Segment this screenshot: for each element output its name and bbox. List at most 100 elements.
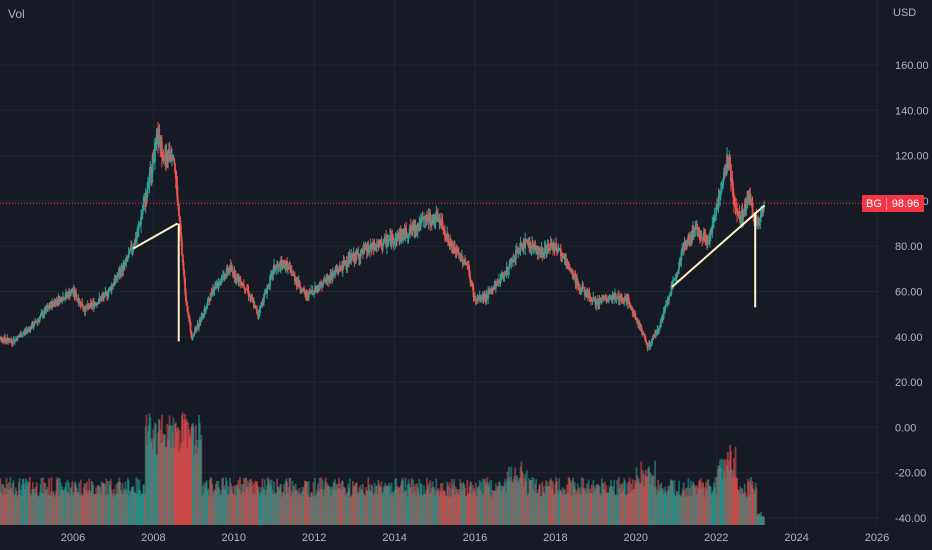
candle-body — [729, 164, 732, 182]
candle-body — [436, 213, 439, 221]
candle-body — [380, 239, 383, 247]
candle-body — [614, 293, 617, 299]
candle-body — [644, 335, 646, 341]
candle-body — [255, 306, 258, 309]
candle-body — [729, 157, 732, 165]
candle-body — [52, 301, 54, 304]
price-axis[interactable]: 160.00140.00120.00100.0080.0060.0040.002… — [895, 60, 929, 525]
candle-body — [651, 336, 654, 339]
candle-body — [451, 246, 454, 248]
candle-body — [147, 183, 150, 186]
candle-body — [358, 258, 361, 260]
candle-body — [746, 196, 749, 209]
candle-body — [567, 262, 570, 265]
volume-legend-label: Vol — [8, 7, 25, 21]
candle-body — [146, 189, 149, 198]
candle-body — [140, 214, 143, 218]
candle-body — [209, 292, 212, 301]
candle-body — [669, 294, 672, 296]
candle-body — [447, 233, 449, 239]
candle-body — [106, 294, 109, 297]
currency-label: USD — [893, 7, 917, 19]
candle-body — [672, 280, 674, 288]
price-tick-label: 40.00 — [895, 332, 923, 344]
candle-body — [147, 185, 149, 190]
candle-body — [396, 233, 399, 241]
candle-body — [154, 140, 157, 143]
candle-body — [198, 324, 200, 328]
candle-body — [218, 281, 221, 283]
candle-body — [280, 261, 282, 271]
candle-body — [378, 241, 381, 244]
volume-bar — [755, 487, 758, 525]
candle-body — [372, 248, 375, 250]
candle-body — [664, 306, 667, 312]
candle-body — [282, 261, 285, 268]
candle-body — [18, 336, 21, 338]
candle-body — [137, 229, 139, 236]
candle-body — [517, 253, 520, 255]
candle-body — [333, 270, 336, 273]
candle-body — [251, 297, 254, 300]
candle-body — [637, 320, 640, 325]
candle-body — [78, 302, 81, 304]
candle-body — [670, 285, 673, 295]
candle-body — [268, 285, 271, 287]
candle-body — [64, 297, 67, 300]
candle-body — [387, 240, 390, 244]
candle-body — [450, 243, 453, 247]
candle-body — [208, 300, 211, 302]
price-tick-label: 80.00 — [895, 241, 923, 253]
candle-body — [701, 237, 704, 240]
candle-body — [69, 293, 72, 297]
candle-body — [448, 243, 451, 245]
price-tick-label: 0.00 — [895, 422, 916, 434]
last-price-badge: BG 98.96 — [862, 195, 924, 212]
candle-body — [561, 253, 564, 260]
candle-body — [392, 242, 395, 244]
candle-body — [84, 306, 87, 313]
candle-body — [407, 235, 410, 237]
candle-body — [450, 241, 452, 244]
candle-body — [620, 299, 623, 301]
candle-body — [630, 305, 633, 310]
candle-body — [16, 336, 19, 341]
candle-body — [73, 289, 76, 296]
candle-body — [539, 252, 542, 255]
candle-body — [456, 247, 459, 251]
candle-body — [299, 287, 302, 290]
candle-body — [433, 214, 435, 224]
candle-body — [479, 295, 482, 301]
candle-body — [22, 332, 25, 334]
candle-body — [686, 240, 689, 246]
candle-body — [721, 186, 724, 189]
candle-body — [51, 301, 54, 308]
candle-body — [469, 276, 472, 284]
candle-body — [731, 178, 734, 187]
time-axis[interactable]: 2006 2008 2010 2012 2014 2016 2018 2020 2022 2024… — [61, 532, 889, 544]
candle-body — [239, 278, 241, 281]
candle-body — [640, 324, 643, 330]
candle-body — [203, 308, 206, 316]
candle-body — [45, 307, 47, 313]
candle-body — [327, 276, 330, 282]
candle-body — [719, 192, 721, 197]
candle-body — [719, 191, 722, 193]
candle-body — [618, 298, 621, 302]
candle-body — [659, 322, 662, 328]
candle-body — [677, 269, 680, 273]
volume-bars — [0, 412, 766, 525]
candle-body — [239, 280, 242, 286]
candle-body — [468, 270, 471, 277]
candle-body — [508, 260, 511, 268]
candle-body — [24, 330, 27, 332]
candle-body — [508, 267, 510, 271]
candle-body — [427, 215, 430, 223]
candle-body — [372, 243, 374, 249]
candle-body — [685, 240, 687, 245]
candle-body — [313, 292, 316, 295]
candle-body — [107, 290, 110, 295]
candle-body — [501, 272, 504, 276]
candle-body — [598, 298, 601, 305]
